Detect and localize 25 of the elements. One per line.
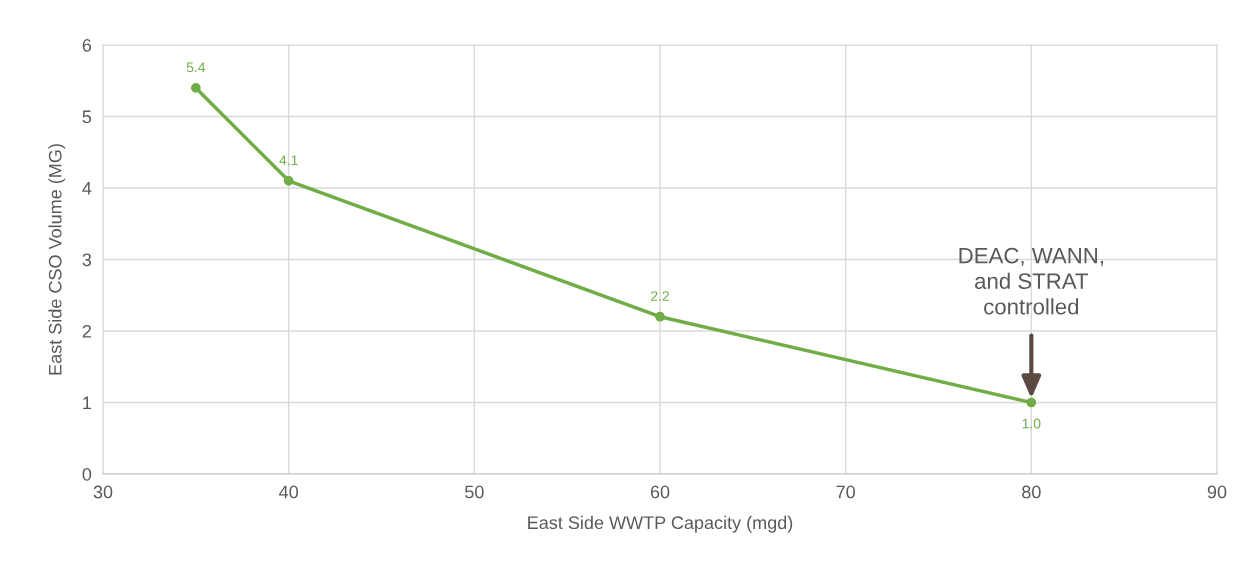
y-axis-title: East Side CSO Volume (MG) [48, 144, 66, 375]
x-tick-label: 70 [836, 485, 855, 499]
y-tick-label: 5 [82, 110, 92, 124]
x-tick-label: 50 [465, 485, 484, 499]
y-tick-label: 3 [82, 253, 92, 267]
data-label: 4.1 [279, 155, 298, 165]
y-tick-label: 4 [82, 182, 92, 195]
y-tick-label: 1 [83, 396, 92, 410]
y-tick-label: 2 [82, 324, 91, 338]
x-tick-label: 80 [1022, 485, 1041, 499]
x-axis-title: East Side WWTP Capacity (mgd) [528, 515, 793, 533]
y-tick-label: 6 [82, 38, 92, 52]
point [190, 83, 201, 93]
data-label: 1.0 [1022, 418, 1041, 429]
x-tick-label: 40 [279, 485, 298, 499]
x-tick-label: 30 [93, 485, 113, 499]
point [655, 311, 665, 322]
x-tick-label: 90 [1207, 485, 1227, 499]
y-tick-label: 0 [82, 467, 92, 481]
point [283, 175, 294, 186]
point [1026, 397, 1037, 408]
annotation: DEAC, WANN, and STRAT controlled [959, 247, 1103, 315]
x-tick-label: 60 [650, 485, 670, 499]
data-label: 2.2 [651, 291, 669, 301]
data-label: 5.4 [186, 62, 206, 73]
